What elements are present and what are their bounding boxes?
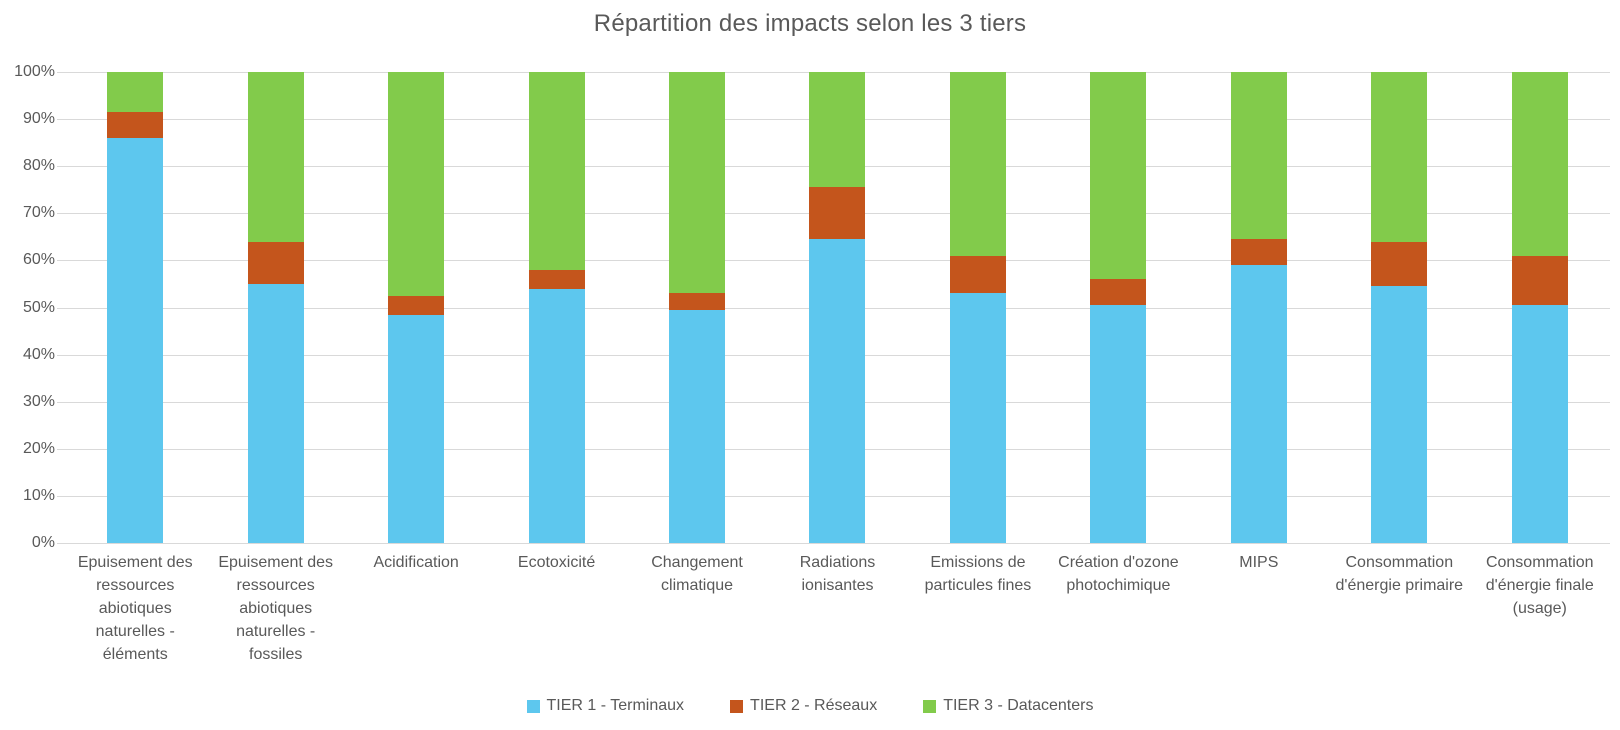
legend-swatch-icon: [730, 699, 744, 713]
bar-segment-tier3: [1511, 72, 1568, 256]
stacked-bar: [949, 72, 1006, 543]
bar-slot: [1048, 72, 1188, 543]
plot-area: [57, 72, 1610, 544]
legend-swatch-icon: [526, 699, 540, 713]
y-axis-tick-label: 0%: [31, 534, 55, 551]
bar-segment-tier3: [388, 72, 445, 296]
legend-item-tier1: TIER 1 - Terminaux: [526, 697, 685, 715]
stacked-bar: [669, 72, 726, 543]
bar-slot: [486, 72, 626, 543]
x-axis-category-label: Acidification: [373, 554, 459, 571]
bar-segment-tier1: [247, 283, 304, 543]
legend-item-tier2: TIER 2 - Réseaux: [730, 697, 877, 715]
bar-slot: [627, 72, 767, 543]
y-axis-tick-label: 60%: [22, 251, 55, 269]
y-axis-tick-label: 20%: [22, 439, 55, 457]
bar-segment-tier1: [949, 293, 1006, 543]
bar-segment-tier2: [1230, 239, 1287, 266]
bar-segment-tier1: [669, 309, 726, 543]
stacked-bar: [1230, 72, 1287, 543]
bar-segment-tier1: [1090, 305, 1147, 543]
bar-slot: [1329, 72, 1469, 543]
bar-slot: [767, 72, 907, 543]
stacked-bar: [247, 72, 304, 543]
legend: TIER 1 - Terminaux TIER 2 - Réseaux TIER 3…: [0, 697, 1620, 715]
x-axis-category-label: MIPS: [1239, 554, 1279, 571]
stacked-bar: [107, 72, 164, 543]
legend-label: TIER 3 - Datacenters: [943, 697, 1094, 714]
bar-segment-tier3: [107, 72, 164, 113]
stacked-bar: [1090, 72, 1147, 543]
chart-title: Répartition des impacts selon les 3 tier…: [593, 10, 1027, 37]
y-axis-tick-label: 40%: [22, 345, 55, 363]
bar-segment-tier3: [669, 72, 726, 294]
bar-segment-tier3: [247, 72, 304, 242]
stacked-bar: [388, 72, 445, 543]
bar-segment-tier2: [1090, 279, 1147, 306]
x-axis-category-label: Changement climatique: [651, 554, 743, 594]
legend-swatch-icon: [923, 699, 937, 713]
bar-segment-tier2: [669, 293, 726, 310]
bar-segment-tier2: [528, 269, 585, 289]
x-axis-category-label: Consommation d'énergie finale (usage): [1485, 554, 1594, 617]
bars: [65, 72, 1610, 543]
bar-slot: [205, 72, 345, 543]
bar-slot: [1470, 72, 1610, 543]
bar-slot: [346, 72, 486, 543]
y-axis-tick-label: 50%: [22, 298, 55, 316]
stacked-bar: [528, 72, 585, 543]
x-axis-category-label: Ecotoxicité: [517, 554, 596, 571]
y-axis-tick-label: 30%: [22, 392, 55, 410]
stacked-bar: [1371, 72, 1428, 543]
y-axis-tick-label: 70%: [22, 204, 55, 222]
bar-slot: [1189, 72, 1329, 543]
bar-slot: [65, 72, 205, 543]
bar-segment-tier3: [1090, 72, 1147, 280]
bar-segment-tier1: [528, 288, 585, 543]
y-axis-tick-label: 90%: [22, 110, 55, 128]
bar-segment-tier2: [809, 187, 866, 240]
bar-segment-tier2: [388, 295, 445, 315]
y-axis-tick-label: 100%: [14, 63, 55, 80]
bar-segment-tier3: [1371, 72, 1428, 242]
bar-segment-tier1: [107, 137, 164, 543]
x-axis-labels: Epuisement des ressources abiotiques nat…: [65, 551, 1610, 666]
bar-segment-tier1: [1511, 305, 1568, 543]
x-axis-category-label: Création d'ozone photochimique: [1058, 554, 1179, 594]
x-axis-category-label: Epuisement des ressources abiotiques nat…: [77, 554, 193, 663]
bar-segment-tier1: [1230, 265, 1287, 543]
x-axis-category-label: Radiations ionisantes: [799, 554, 876, 594]
x-axis-category-label: Emissions de particules fines: [924, 554, 1032, 594]
bar-segment-tier1: [388, 314, 445, 543]
gridline: [57, 543, 1610, 544]
bar-segment-tier3: [809, 72, 866, 188]
x-axis-category-label: Consommation d'énergie primaire: [1335, 554, 1464, 594]
bar-segment-tier1: [809, 239, 866, 543]
bar-segment-tier2: [107, 112, 164, 138]
bar-slot: [908, 72, 1048, 543]
bar-segment-tier2: [247, 241, 304, 284]
legend-label: TIER 1 - Terminaux: [546, 697, 685, 714]
x-axis-category-label: Epuisement des ressources abiotiques nat…: [218, 554, 334, 663]
y-axis-tick-label: 10%: [22, 486, 55, 504]
stacked-bar: [809, 72, 866, 543]
bar-segment-tier1: [1371, 286, 1428, 543]
stacked-bar: [1511, 72, 1568, 543]
legend-label: TIER 2 - Réseaux: [750, 697, 878, 714]
bar-segment-tier3: [1230, 72, 1287, 240]
bar-segment-tier2: [1371, 241, 1428, 287]
bar-segment-tier3: [528, 72, 585, 270]
legend-item-tier3: TIER 3 - Datacenters: [923, 697, 1093, 715]
bar-segment-tier2: [1511, 255, 1568, 306]
y-axis-tick-label: 80%: [22, 157, 55, 175]
bar-segment-tier2: [949, 255, 1006, 294]
bar-segment-tier3: [949, 72, 1006, 256]
